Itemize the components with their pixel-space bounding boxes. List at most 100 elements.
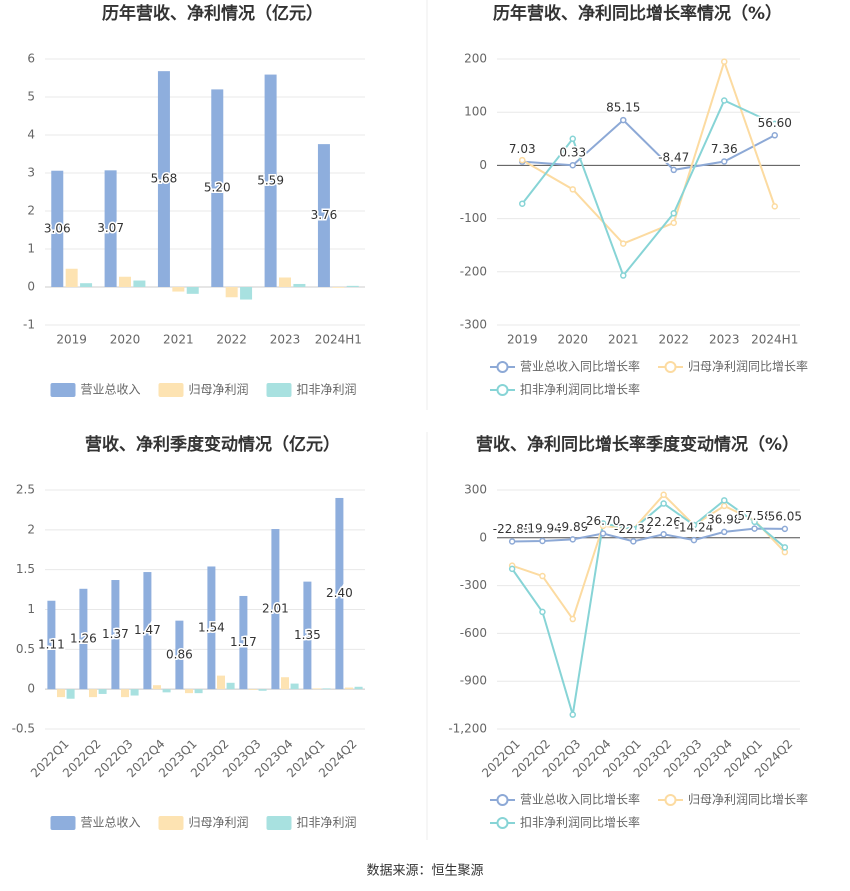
bar xyxy=(185,689,193,694)
bar xyxy=(258,689,267,691)
x-tick-label: 2021 xyxy=(163,333,194,347)
legend-label: 归母净利润同比增长率 xyxy=(688,792,808,807)
y-tick-label: -900 xyxy=(460,674,487,688)
bar xyxy=(57,689,65,698)
bar xyxy=(345,687,353,690)
x-tick-label: 2020 xyxy=(110,333,141,347)
legend-label: 归母净利润 xyxy=(189,816,249,830)
point xyxy=(771,132,778,139)
bar xyxy=(172,287,185,292)
bar xyxy=(239,595,248,690)
legend-label: 营业总收入 xyxy=(81,383,141,397)
line xyxy=(521,58,776,245)
bar xyxy=(281,677,289,690)
bar xyxy=(175,620,184,690)
bar xyxy=(80,283,93,287)
point xyxy=(771,203,778,210)
point xyxy=(569,615,576,623)
value-label: -22.32 xyxy=(614,522,653,536)
point xyxy=(519,156,526,164)
legend-label: 扣非净利润同比增长率 xyxy=(520,382,640,397)
legend-swatch xyxy=(50,383,76,397)
y-tick-label: -0.5 xyxy=(12,722,35,736)
legend-swatch xyxy=(496,361,509,373)
x-tick-label: 2019 xyxy=(507,333,538,347)
value-label: 36.98 xyxy=(707,512,741,526)
y-tick-label: 0 xyxy=(479,530,487,544)
point xyxy=(670,210,677,217)
point xyxy=(721,158,728,165)
point xyxy=(670,166,677,174)
bar xyxy=(79,588,88,690)
y-tick-label: -300 xyxy=(460,318,487,332)
value-label: 1.35 xyxy=(294,628,321,642)
line xyxy=(511,493,786,622)
point xyxy=(569,135,576,143)
bar xyxy=(98,689,107,694)
value-label: 7.36 xyxy=(711,142,738,156)
value-label: 1.17 xyxy=(230,635,257,649)
bar xyxy=(293,283,306,287)
x-tick-label: 2020 xyxy=(557,333,588,347)
bar xyxy=(332,287,345,288)
y-tick-label: -100 xyxy=(460,211,487,225)
bar xyxy=(104,170,117,287)
x-tick-label: 2023 xyxy=(709,333,740,347)
bar xyxy=(207,566,216,690)
bar xyxy=(133,280,146,287)
bar xyxy=(162,689,171,693)
x-tick-label: 2019 xyxy=(56,333,87,347)
y-tick-label: 0 xyxy=(479,158,487,172)
value-label: 5.59 xyxy=(257,173,284,187)
point xyxy=(660,531,667,538)
point xyxy=(539,608,546,616)
point xyxy=(620,240,627,247)
bar xyxy=(157,71,170,287)
chart-title: 历年营收、净利同比增长率情况（%） xyxy=(493,3,782,24)
bar xyxy=(264,74,277,287)
y-tick-label: 4 xyxy=(27,128,35,142)
bar xyxy=(65,268,78,287)
bar xyxy=(153,685,161,690)
chart-title: 历年营收、净利情况（亿元） xyxy=(102,3,323,24)
y-tick-label: 1 xyxy=(27,242,35,256)
point xyxy=(569,711,576,718)
y-tick-label: 2 xyxy=(27,522,35,536)
point xyxy=(630,525,637,533)
bar xyxy=(226,682,235,690)
x-tick-label: 2021 xyxy=(608,333,639,347)
y-tick-label: 2.5 xyxy=(16,483,35,497)
bar xyxy=(66,689,75,699)
legend-swatch xyxy=(266,383,292,397)
line xyxy=(522,118,776,171)
y-tick-label: 0 xyxy=(27,280,35,294)
point xyxy=(660,500,667,507)
value-label: 3.06 xyxy=(44,221,71,235)
legend-swatch xyxy=(158,816,184,830)
bar xyxy=(194,689,203,694)
point xyxy=(539,572,546,580)
value-label: 1.54 xyxy=(198,620,225,634)
line xyxy=(511,499,786,715)
value-label: -19.94 xyxy=(523,521,562,535)
bar xyxy=(290,683,299,690)
value-label: 1.47 xyxy=(134,623,161,637)
y-tick-label: 300 xyxy=(464,483,487,497)
point xyxy=(751,525,758,532)
point xyxy=(508,565,516,573)
y-tick-label: 1 xyxy=(27,602,35,616)
legend-label: 扣非净利润同比增长率 xyxy=(520,815,640,830)
point xyxy=(630,538,637,545)
point xyxy=(519,200,526,207)
y-tick-label: 0 xyxy=(27,682,35,696)
point xyxy=(508,538,516,545)
bar xyxy=(317,144,330,287)
source: 数据来源：恒生聚源 xyxy=(366,864,483,879)
point xyxy=(670,219,677,227)
point xyxy=(599,530,607,537)
value-label: 56.05 xyxy=(768,509,802,523)
legend-label: 营业总收入同比增长率 xyxy=(520,792,640,807)
line xyxy=(512,527,785,543)
legend-label: 归母净利润 xyxy=(189,383,249,397)
